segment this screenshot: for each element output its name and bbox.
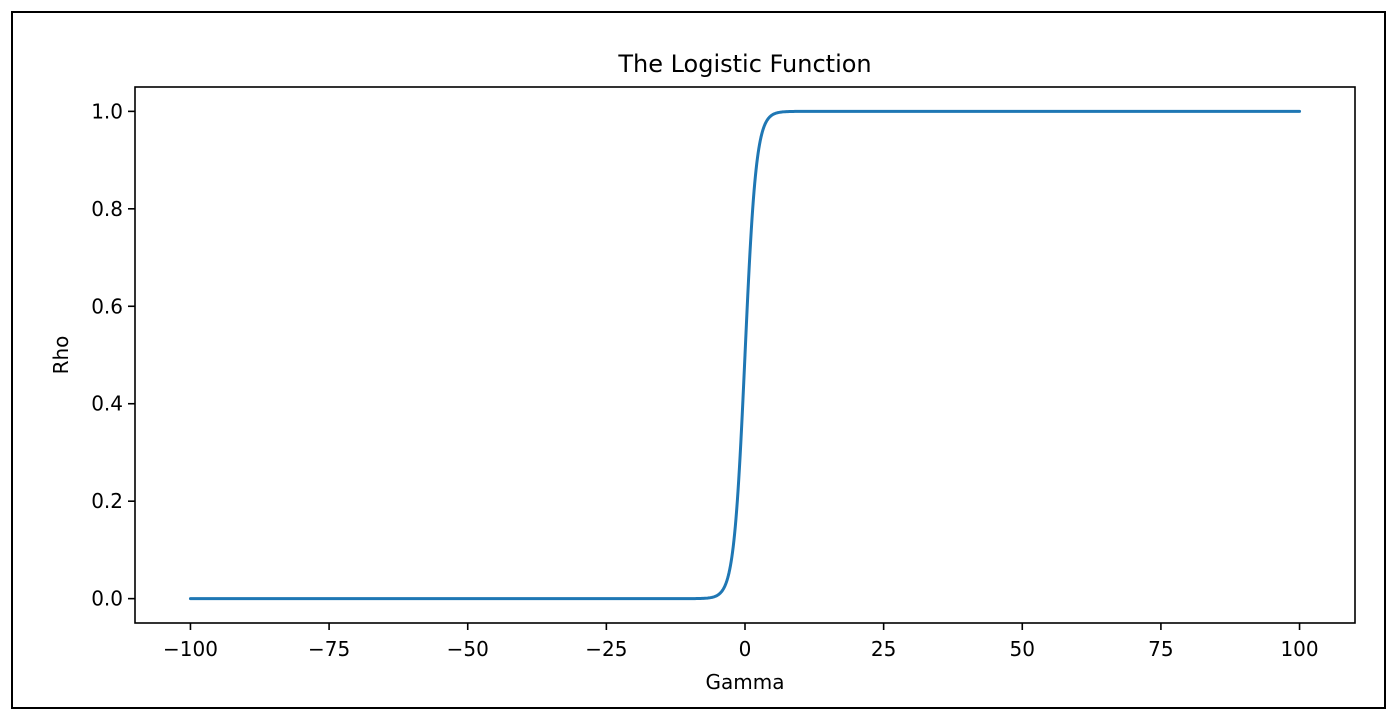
x-tick-label: −75 [308, 637, 350, 661]
x-tick-label: −25 [585, 637, 627, 661]
y-tick-label: 0.2 [91, 489, 123, 513]
x-tick-label: 100 [1280, 637, 1318, 661]
figure-frame [11, 11, 1386, 709]
x-tick-label: −50 [447, 637, 489, 661]
series-line [188, 109, 1302, 601]
x-tick-label: 25 [871, 637, 896, 661]
y-tick-label: 0.6 [91, 294, 123, 318]
x-tick-label: −100 [163, 637, 218, 661]
y-tick-label: 1.0 [91, 99, 123, 123]
x-tick-label: 75 [1148, 637, 1173, 661]
y-tick-label: 0.0 [91, 587, 123, 611]
y-tick-label: 0.8 [91, 197, 123, 221]
x-tick-label: 0 [739, 637, 752, 661]
x-axis-label: Gamma [706, 670, 785, 694]
y-axis-label: Rho [49, 336, 73, 375]
x-tick-label: 50 [1010, 637, 1035, 661]
chart-title: The Logistic Function [617, 50, 871, 78]
x-axis: −100 −75 −50 −25 0 25 50 75 100 [163, 623, 1319, 661]
y-axis: 0.0 0.2 0.4 0.6 0.8 1.0 [91, 99, 135, 611]
y-tick-label: 0.4 [91, 392, 123, 416]
